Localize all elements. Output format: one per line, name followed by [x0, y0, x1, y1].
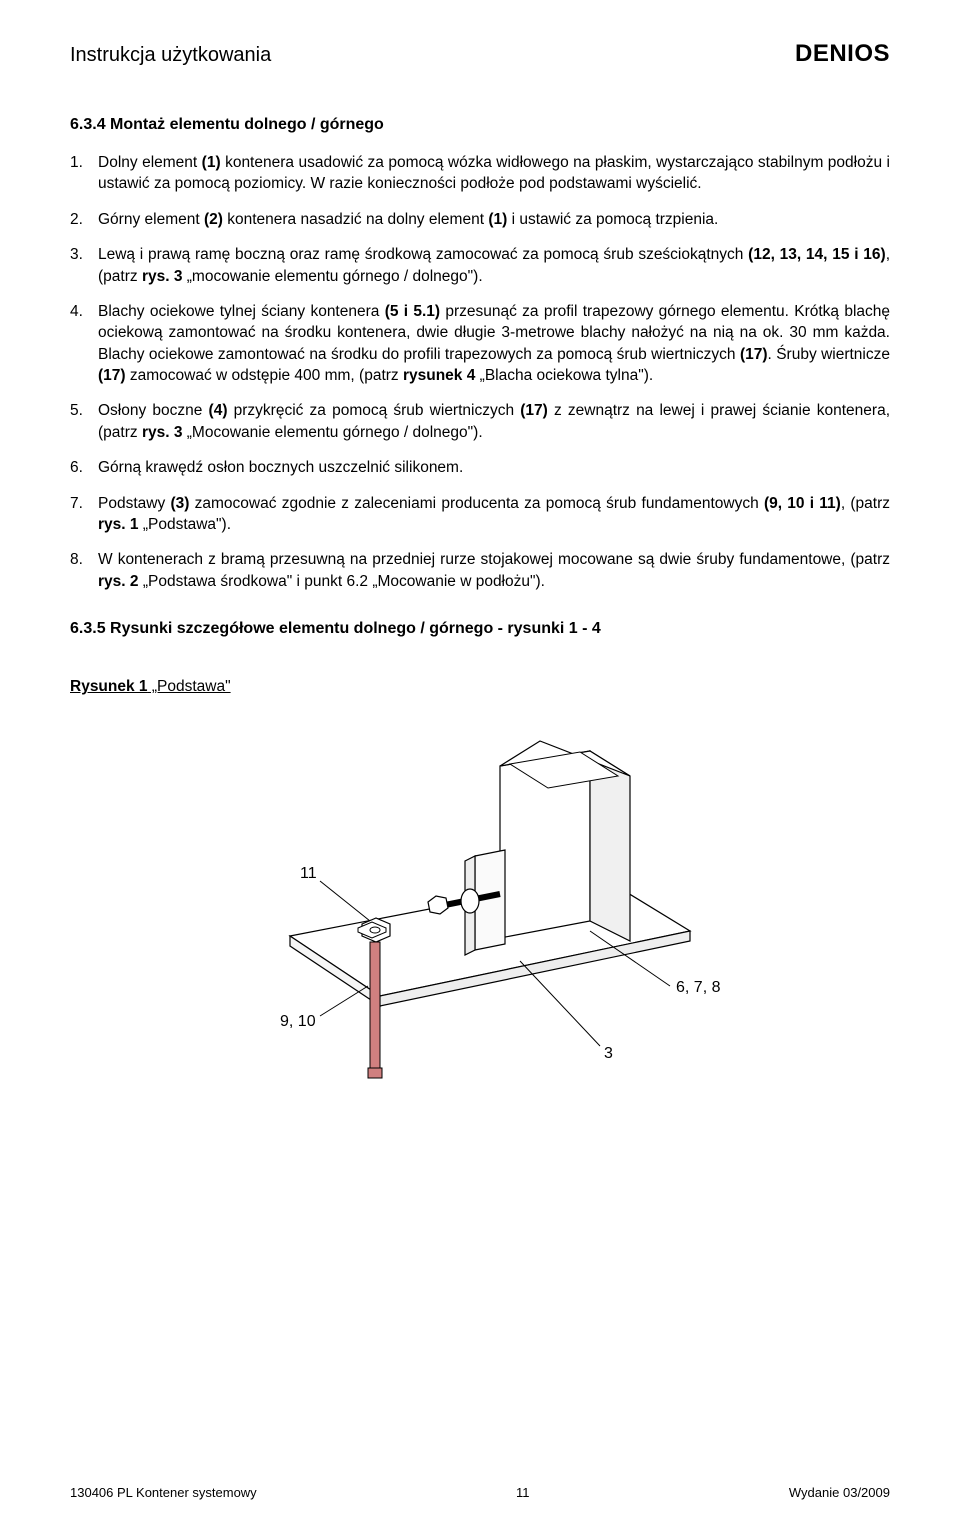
footer-page-number: 11: [516, 1485, 530, 1500]
header-brand: DENIOS: [795, 40, 890, 68]
step-5: Osłony boczne (4) przykręcić za pomocą ś…: [70, 400, 890, 443]
label-9-10: 9, 10: [280, 1013, 316, 1030]
section-number-2: 6.3.5: [70, 620, 106, 637]
section-heading: Montaż elementu dolnego / górnego: [110, 116, 384, 133]
section-6-3-4-title: 6.3.4 Montaż elementu dolnego / górnego: [70, 116, 890, 134]
page-header: Instrukcja użytkowania DENIOS: [70, 40, 890, 68]
step-6: Górną krawędź osłon bocznych uszczelnić …: [70, 457, 890, 478]
step-3: Lewą i prawą ramę boczną oraz ramę środk…: [70, 244, 890, 287]
page-footer: 130406 PL Kontener systemowy 11 Wydanie …: [70, 1485, 890, 1500]
label-3: 3: [604, 1045, 613, 1062]
label-6-7-8: 6, 7, 8: [676, 979, 721, 996]
figure-1-caption: Rysunek 1 „Podstawa": [70, 678, 890, 696]
square-post: [500, 741, 630, 941]
figure-1: 11 9, 10 6, 7, 8 3: [70, 706, 890, 1136]
header-left: Instrukcja użytkowania: [70, 44, 271, 67]
step-7: Podstawy (3) zamocować zgodnie z zalecen…: [70, 493, 890, 536]
section-heading-2: Rysunki szczegółowe elementu dolnego / g…: [110, 620, 601, 637]
step-4: Blachy ociekowe tylnej ściany kontenera …: [70, 301, 890, 387]
page: Instrukcja użytkowania DENIOS 6.3.4 Mont…: [0, 0, 960, 1530]
figure-1-svg: 11 9, 10 6, 7, 8 3: [170, 706, 790, 1136]
footer-right: Wydanie 03/2009: [789, 1485, 890, 1500]
instruction-list: Dolny element (1) kontenera usadowić za …: [70, 152, 890, 592]
step-2: Górny element (2) kontenera nasadzić na …: [70, 209, 890, 230]
section-number: 6.3.4: [70, 116, 106, 133]
step-8: W kontenerach z bramą przesuwną na przed…: [70, 549, 890, 592]
step-1: Dolny element (1) kontenera usadowić za …: [70, 152, 890, 195]
footer-left: 130406 PL Kontener systemowy: [70, 1485, 257, 1500]
anchor-bolt: [368, 942, 382, 1078]
label-11: 11: [300, 865, 317, 882]
section-6-3-5-title: 6.3.5 Rysunki szczegółowe elementu dolne…: [70, 620, 890, 638]
